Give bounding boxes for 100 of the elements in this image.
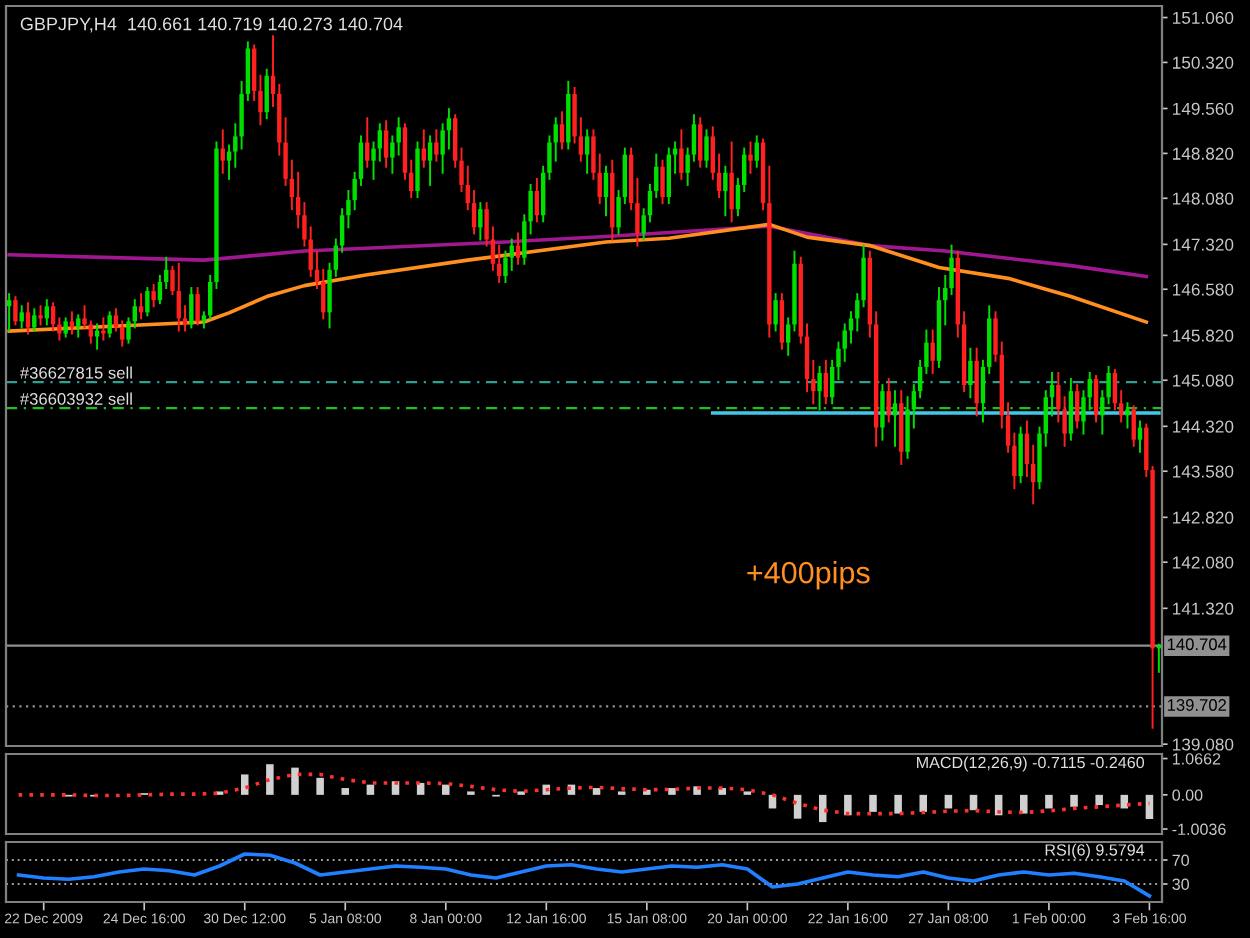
candlestick <box>176 262 181 332</box>
candlestick <box>145 287 150 317</box>
candlestick <box>107 311 112 338</box>
candlestick <box>930 329 935 374</box>
y-tick-label: 151.060 <box>1173 11 1234 24</box>
candlestick <box>886 378 891 423</box>
y-tick-label: 143.580 <box>1173 465 1234 478</box>
y-tick-label: 1.0662 <box>1172 753 1221 765</box>
bar <box>1095 794 1103 806</box>
candlestick <box>365 117 370 168</box>
chart-title: MACD(12,26,9) -0.7115 -0.2460 <box>917 756 1145 772</box>
candlestick <box>515 232 521 265</box>
y-tick-label: 145.820 <box>1173 329 1234 342</box>
candlestick <box>19 305 24 329</box>
candlestick <box>817 365 822 411</box>
candlestick <box>729 141 734 223</box>
candlestick <box>892 390 898 447</box>
line-series <box>7 222 1149 333</box>
candlestick <box>773 293 778 332</box>
bar <box>818 794 827 823</box>
candlestick <box>63 317 68 338</box>
y-tick-label: 142.080 <box>1173 556 1234 569</box>
y-tick-label: -1.0036 <box>1172 823 1226 836</box>
candlestick <box>101 317 106 341</box>
candlestick <box>880 384 885 441</box>
candlestick <box>666 147 672 205</box>
bar <box>266 764 274 795</box>
bar <box>894 794 902 814</box>
ref-line-label: #36627815 sell <box>19 366 132 379</box>
line-series <box>7 224 1149 279</box>
y-tick-label: 148.080 <box>1173 192 1234 205</box>
y-tick-label: 0.00 <box>1172 789 1203 801</box>
bar <box>366 784 375 795</box>
bar <box>316 777 324 795</box>
candlestick <box>421 129 426 168</box>
candlestick <box>698 117 703 168</box>
y-tick-label: 141.320 <box>1173 602 1234 615</box>
candlestick <box>195 287 200 326</box>
candlestick <box>534 177 540 223</box>
candlestick <box>968 347 973 399</box>
y-tick-label: 147.320 <box>1173 238 1234 251</box>
candlestick <box>1125 402 1130 429</box>
candlestick <box>559 111 565 150</box>
candlestick <box>748 141 753 174</box>
candlestick <box>13 296 18 326</box>
y-tick-label: 142.820 <box>1173 511 1234 524</box>
y-tick-label: 139.080 <box>1173 738 1234 751</box>
candlestick <box>509 238 514 271</box>
candlestick <box>823 359 829 405</box>
candlestick <box>76 314 81 338</box>
candlestick <box>1018 426 1023 484</box>
y-tick-label: 30 <box>1172 878 1190 890</box>
bar <box>844 794 852 816</box>
bar <box>1070 794 1078 807</box>
bar <box>869 794 877 812</box>
candlestick <box>660 159 665 205</box>
candlestick <box>1074 384 1080 429</box>
bar <box>291 767 299 795</box>
candlestick <box>1093 375 1099 423</box>
candlestick <box>25 302 31 335</box>
bar <box>969 794 978 811</box>
bar <box>1020 794 1028 814</box>
bar <box>1045 794 1053 809</box>
annotation: +400pips <box>747 561 870 590</box>
candlestick <box>974 347 979 417</box>
bar <box>341 788 350 795</box>
y-tick-label: 150.320 <box>1173 56 1234 69</box>
candlestick <box>779 293 785 350</box>
candlestick <box>434 129 439 162</box>
candlestick <box>1137 420 1143 453</box>
candlestick <box>151 284 156 308</box>
candlestick <box>754 135 759 168</box>
candlestick <box>383 120 389 168</box>
ref-line-label: #36603932 sell <box>19 392 132 405</box>
candlestick <box>427 135 433 186</box>
candlestick <box>679 129 684 180</box>
bar <box>668 788 676 795</box>
candlestick <box>1131 405 1136 447</box>
candlestick <box>189 287 194 329</box>
candlestick <box>32 308 37 332</box>
candlestick <box>603 165 609 217</box>
y-tick-label: 148.820 <box>1173 147 1234 160</box>
ref-line-label: 140.704 <box>1167 638 1227 651</box>
candlestick <box>723 165 728 217</box>
chart-title: RSI(6) 9.5794 <box>1045 843 1145 859</box>
bar <box>240 774 249 795</box>
y-tick-label: 70 <box>1172 854 1190 866</box>
bar <box>919 794 928 812</box>
candlestick <box>1068 378 1074 441</box>
candlestick <box>704 129 709 168</box>
ref-line-label: 139.702 <box>1167 699 1227 711</box>
bar <box>592 788 601 795</box>
candlestick <box>220 129 225 174</box>
y-tick-label: 149.560 <box>1173 102 1234 115</box>
candlestick <box>264 68 269 120</box>
y-tick-label: 146.580 <box>1173 283 1234 296</box>
y-tick-label: 145.080 <box>1173 374 1234 387</box>
bar <box>1145 794 1154 820</box>
candlestick <box>38 305 43 326</box>
text: GBPJPY,H4 140.661 140.719 140.273 140.704 <box>20 17 403 33</box>
